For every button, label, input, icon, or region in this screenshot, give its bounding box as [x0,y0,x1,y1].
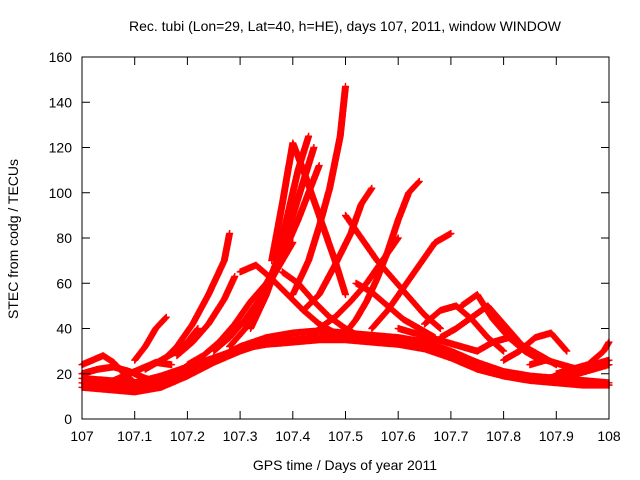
data-point-markers [368,230,455,332]
plot-frame [81,56,610,420]
x-tick-label: 107.4 [275,428,310,444]
data-series [131,313,170,364]
data-point-markers [436,302,523,346]
y-tick-label: 60 [56,275,72,291]
chart-title: Rec. tubi (Lon=29, Lat=40, h=HE), days 1… [129,18,562,34]
data-point-markers [500,329,571,364]
x-axis-label: GPS time / Days of year 2011 [253,457,437,473]
data-series [542,361,613,382]
x-tick-label: 107.5 [328,428,363,444]
y-tick-label: 160 [49,49,73,65]
x-tick-label: 107 [70,428,94,444]
data-point-markers [262,162,323,287]
data-point-markers [289,82,349,299]
axis-ticks: 107 107.1 107.2 107.3 107.4 107.5 107.6 107.7 10… [49,49,621,444]
data-series [500,329,571,364]
x-tick-label: 107.1 [117,428,152,444]
data-series [157,230,234,366]
data-point-markers [157,230,234,366]
y-tick-label: 0 [64,411,72,427]
y-tick-label: 120 [49,140,73,156]
x-tick-label: 107.3 [223,428,258,444]
x-tick-label: 107.8 [486,428,521,444]
data-series [173,273,239,360]
x-tick-label: 107.7 [433,428,468,444]
data-series [262,162,323,287]
y-tick-label: 140 [49,94,73,110]
y-tick-label: 80 [56,230,72,246]
x-tick-label: 107.2 [170,428,205,444]
data-series [394,325,481,355]
data-series [289,82,349,299]
y-tick-label: 20 [56,366,72,382]
data-point-markers [394,325,481,355]
data-series [368,230,455,332]
y-tick-label: 100 [49,185,73,201]
data-point-markers [542,361,613,382]
data-point-markers [173,273,239,360]
data-point-markers [131,313,170,364]
data-series [436,302,523,346]
x-tick-label: 108 [597,428,621,444]
y-axis-label: STEC from codg / TECUs [5,159,21,319]
y-tick-label: 40 [56,321,72,337]
data-series [352,279,439,342]
x-tick-label: 107.9 [539,428,574,444]
data-marks [78,82,613,396]
data-point-markers [183,279,270,369]
data-series [183,279,270,369]
data-point-markers [352,279,439,342]
x-tick-label: 107.6 [381,428,416,444]
